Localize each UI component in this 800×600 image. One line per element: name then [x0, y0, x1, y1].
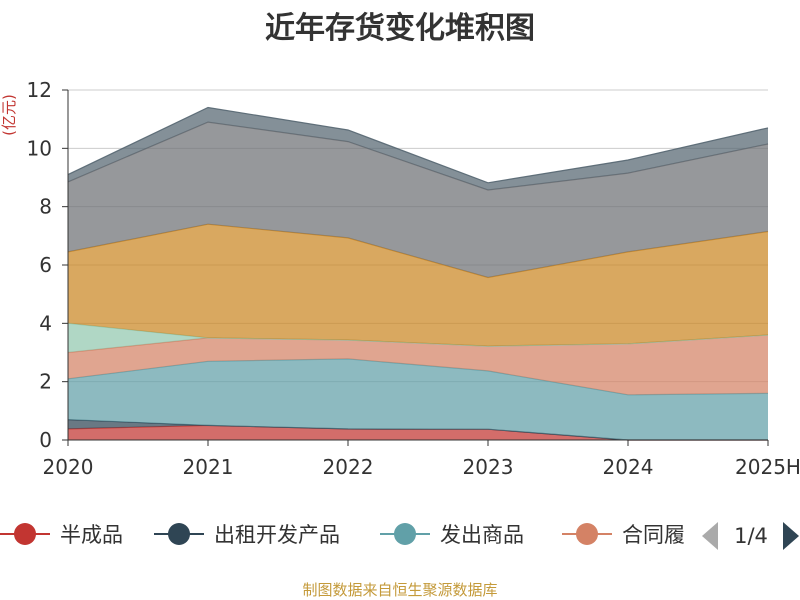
- axes: [62, 89, 769, 446]
- area-series-4: [68, 335, 768, 395]
- y-tick-label: 6: [39, 253, 52, 277]
- x-tick-label: 2024: [603, 455, 654, 479]
- y-tick-label: 4: [39, 311, 52, 335]
- legend-item[interactable]: 出租开发产品: [154, 523, 340, 547]
- legend-circle-marker: [576, 523, 598, 545]
- legend: 半成品 出租开发产品 发出商品 合同履: [0, 523, 685, 547]
- x-tick-labels: 2020 2021 2022 2023 2024 2025H: [43, 455, 800, 479]
- x-tick-label: 2020: [43, 455, 94, 479]
- y-axis-unit-label: (亿元): [0, 94, 18, 136]
- legend-item[interactable]: 发出商品: [380, 523, 524, 547]
- area-series-8: [68, 107, 768, 190]
- legend-circle-marker: [168, 523, 190, 545]
- y-tick-label: 2: [39, 370, 52, 394]
- area-series-6: [68, 224, 768, 347]
- area-series: [67, 106, 769, 441]
- legend-label: 出租开发产品: [214, 523, 340, 547]
- legend-item[interactable]: 合同履: [562, 523, 685, 547]
- y-tick-label: 12: [27, 78, 52, 102]
- legend-item[interactable]: 半成品: [0, 523, 123, 547]
- chart-title: 近年存货变化堆积图: [265, 11, 535, 46]
- data-source-note: 制图数据来自恒生聚源数据库: [302, 581, 497, 599]
- x-tick-label: 2023: [463, 455, 514, 479]
- legend-prev-page-icon[interactable]: [702, 522, 718, 550]
- area-series-line-8: [67, 106, 769, 184]
- legend-label: 半成品: [60, 523, 123, 547]
- x-tick-label: 2021: [183, 455, 234, 479]
- legend-circle-marker: [394, 523, 416, 545]
- legend-next-page-icon[interactable]: [783, 522, 799, 550]
- area-series-1: [68, 425, 768, 440]
- legend-label: 合同履: [622, 523, 685, 547]
- y-tick-label: 10: [27, 136, 52, 160]
- y-tick-label: 0: [39, 428, 52, 452]
- area-series-line-6: [67, 223, 769, 279]
- legend-circle-marker: [14, 523, 36, 545]
- area-series-3: [68, 358, 768, 440]
- area-series-7: [68, 122, 768, 278]
- x-tick-label: 2022: [323, 455, 374, 479]
- legend-label: 发出商品: [440, 523, 524, 547]
- y-tick-label: 8: [39, 195, 52, 219]
- y-tick-labels: 0 2 4 6 8 10 12: [27, 78, 52, 452]
- legend-pager: 1/4: [702, 522, 799, 550]
- x-tick-label: 2025H: [735, 455, 800, 479]
- legend-page-indicator: 1/4: [734, 524, 768, 548]
